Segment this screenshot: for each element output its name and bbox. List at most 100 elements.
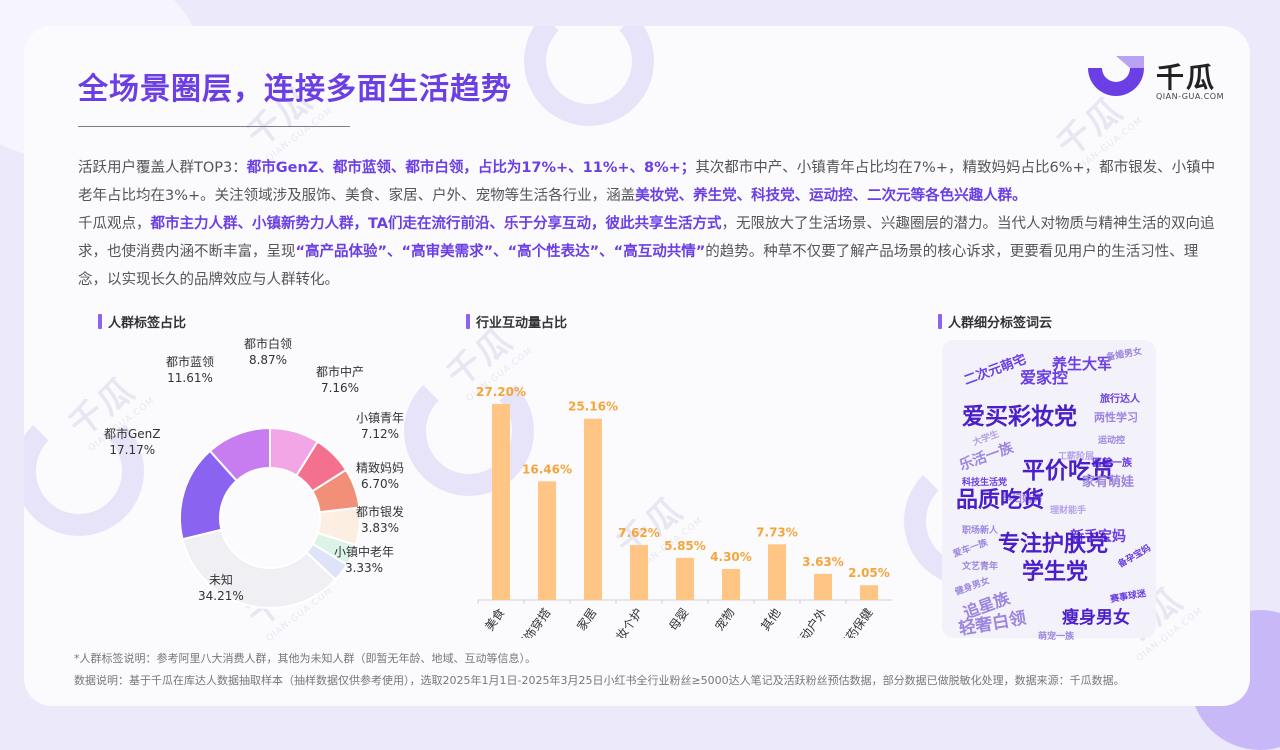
logo-text: 千瓜 bbox=[1156, 61, 1217, 94]
x-axis-category-label: 美妆个护 bbox=[606, 606, 645, 638]
heading-marker bbox=[938, 314, 942, 329]
donut-slice-name: 小镇青年 bbox=[356, 411, 405, 425]
donut-slice-label: 都市白领 8.87% bbox=[244, 336, 292, 368]
donut-slice-value: 3.33% bbox=[344, 561, 384, 575]
donut-slice-name: 都市白领 bbox=[244, 337, 293, 351]
donut-slice-value: 17.17% bbox=[109, 443, 156, 457]
summary-text: 活跃用户覆盖人群TOP3：都市GenZ、都市蓝领、都市白领，占比为17%+、11… bbox=[78, 154, 1218, 294]
pie-section-heading: 人群标签占比 bbox=[98, 312, 186, 331]
donut-slice-label: 都市GenZ 17.17% bbox=[104, 426, 161, 458]
bar-value-label: 16.46% bbox=[522, 462, 572, 476]
summary-paragraph: 活跃用户覆盖人群TOP3：都市GenZ、都市蓝领、都市白领，占比为17%+、11… bbox=[78, 160, 1216, 204]
word-cloud-tag: 爱买彩妆党 bbox=[962, 404, 1077, 430]
logo-subtext: QIAN-GUA.COM bbox=[1156, 92, 1225, 101]
donut-slice-label: 都市中产 7.16% bbox=[316, 364, 364, 396]
word-cloud-tag: 备婚男女 bbox=[1105, 346, 1143, 364]
bar-美妆个护 bbox=[630, 545, 648, 600]
bar-value-label: 25.16% bbox=[568, 400, 618, 414]
word-cloud-tag: 品质吃货 bbox=[956, 488, 1045, 513]
x-axis-category-label: 医药保健 bbox=[836, 606, 875, 638]
x-axis-category-label: 母婴 bbox=[666, 606, 691, 634]
donut-slice-未知 bbox=[181, 528, 337, 609]
donut-slice-label: 小镇中老年 3.33% bbox=[334, 544, 394, 576]
donut-slice-name: 都市GenZ bbox=[104, 427, 161, 441]
donut-slice-value: 7.12% bbox=[360, 427, 400, 441]
word-cloud-tag: 新手宝妈 bbox=[1070, 529, 1126, 545]
word-cloud-tag: 孕妇妈妈 bbox=[1002, 494, 1042, 505]
donut-slice-label: 都市银发 3.83% bbox=[356, 504, 404, 536]
donut-slice-name: 都市蓝领 bbox=[166, 355, 215, 369]
bar-value-label: 5.85% bbox=[664, 539, 706, 553]
donut-slice-name: 未知 bbox=[208, 573, 233, 587]
x-axis-category-label: 家居 bbox=[573, 605, 599, 633]
qiangua-logo: 千瓜 QIAN-GUA.COM bbox=[1086, 54, 1226, 118]
footnote: *人群标签说明：参考阿里八大消费人群，其他为未知人群（即暂无年龄、地域、互动等信… bbox=[74, 652, 536, 665]
word-cloud-tag: 旅行达人 bbox=[1100, 394, 1140, 405]
word-cloud-tag: 萌宠一族 bbox=[1038, 632, 1075, 642]
word-cloud-tag: 职场新人 bbox=[962, 526, 999, 536]
word-cloud-tag: 二次元萌宅 bbox=[962, 352, 1029, 389]
bar-value-label: 3.63% bbox=[802, 555, 844, 569]
word-cloud-tag: 文艺青年 bbox=[962, 562, 999, 572]
x-axis-category-label: 美食 bbox=[481, 605, 507, 633]
word-cloud-tag: 运动控 bbox=[1098, 436, 1126, 446]
cloud-section-heading: 人群细分标签词云 bbox=[938, 312, 1052, 331]
donut-slice-label: 小镇青年 7.12% bbox=[356, 410, 404, 442]
word-cloud-tag: 医美一族 bbox=[1092, 458, 1132, 469]
bar-value-label: 7.62% bbox=[618, 526, 660, 540]
donut-slice-value: 34.21% bbox=[198, 589, 244, 603]
bar-母婴 bbox=[676, 557, 694, 600]
donut-slice-name: 精致妈妈 bbox=[356, 461, 405, 475]
word-cloud-tag: 学生党 bbox=[1022, 560, 1089, 585]
donut-slice-label: 精致妈妈 6.70% bbox=[356, 460, 404, 492]
donut-slice-value: 7.16% bbox=[320, 381, 360, 395]
word-cloud-tag: 爱车一族 bbox=[951, 538, 990, 560]
donut-slice-name: 都市银发 bbox=[356, 505, 405, 519]
heading-marker bbox=[98, 314, 102, 329]
donut-slice-value: 6.70% bbox=[360, 477, 400, 491]
page-title: 全场景圈层，连接多面生活趋势 bbox=[78, 72, 512, 107]
donut-slice-value: 3.83% bbox=[360, 521, 400, 535]
heading-marker bbox=[466, 314, 470, 329]
donut-slice-value: 8.87% bbox=[248, 353, 288, 367]
x-axis-category-label: 运动户外 bbox=[790, 605, 830, 638]
bar-value-label: 2.05% bbox=[848, 566, 890, 580]
word-cloud-tag: 养生大军 bbox=[1052, 355, 1113, 373]
x-axis-category-label: 宠物 bbox=[711, 605, 737, 633]
bar-服饰穿搭 bbox=[538, 481, 556, 600]
bar-value-label: 4.30% bbox=[710, 550, 752, 564]
x-axis-category-label: 服饰穿搭 bbox=[514, 605, 554, 638]
crowd-word-cloud: 二次元萌宅 养生大军 备婚男女 爱家控 旅行达人 爱买彩妆党 两性学习 大学生 运动控 乐活一族工… bbox=[942, 340, 1156, 642]
x-axis-category-label: 其他 bbox=[758, 606, 783, 634]
donut-slice-name: 都市中产 bbox=[316, 365, 365, 379]
donut-slice-value: 11.61% bbox=[167, 371, 213, 385]
qiangua-logo-icon bbox=[1088, 56, 1144, 96]
crowd-tag-donut-chart bbox=[179, 426, 361, 609]
word-cloud-tag: 工薪阶层 bbox=[1058, 452, 1095, 462]
bar-value-label: 7.73% bbox=[756, 525, 798, 539]
bar-section-heading: 行业互动量占比 bbox=[466, 312, 567, 331]
word-cloud-tag: 瘦身男女 bbox=[1062, 608, 1130, 628]
title-divider bbox=[78, 126, 350, 127]
word-cloud-tag: 爱家控 bbox=[1020, 368, 1069, 387]
bar-其他 bbox=[768, 544, 786, 600]
word-cloud-tag: 平价吃货 bbox=[1022, 458, 1114, 484]
donut-slice-name: 小镇中老年 bbox=[334, 545, 395, 559]
donut-slice-label: 未知 34.21% bbox=[198, 572, 244, 604]
report-card: 千瓜 QIAN-GUA.COM 千瓜 QIAN-GUA.COM 千瓜 QIAN-GUA… bbox=[24, 26, 1250, 706]
donut-slice-label: 都市蓝领 11.61% bbox=[166, 354, 214, 386]
bar-美食 bbox=[492, 403, 510, 600]
word-cloud-tag: 理财能手 bbox=[1050, 506, 1087, 516]
bar-家居 bbox=[584, 418, 602, 600]
bar-医药保健 bbox=[860, 585, 878, 600]
bar-运动户外 bbox=[814, 573, 832, 600]
word-cloud-tag: 家有萌娃 bbox=[1082, 475, 1135, 490]
donut-slice-都市蓝领 bbox=[208, 426, 271, 483]
data-source-note: 数据说明：基于千瓜在库达人数据抽取样本（抽样数据仅供参考使用），选取2025年1… bbox=[74, 674, 1125, 687]
word-cloud-tag: 两性学习 bbox=[1094, 411, 1138, 424]
word-cloud-tag: 科技生活党 bbox=[962, 478, 1008, 488]
bar-value-label: 27.20% bbox=[476, 385, 526, 399]
watermark-logo-icon bbox=[524, 26, 654, 126]
viewpoint-paragraph: 千瓜观点，都市主力人群、小镇新势力人群，TA们走在流行前沿、乐于分享互动，彼此共… bbox=[78, 216, 1215, 288]
bar-宠物 bbox=[722, 569, 740, 600]
